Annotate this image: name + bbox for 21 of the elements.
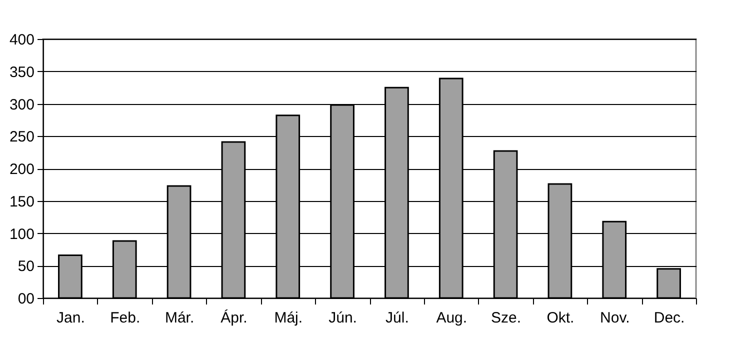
y-tick-label: 50 (18, 258, 34, 276)
y-tick-label: 200 (9, 161, 34, 178)
x-tick-label: Okt. (546, 310, 574, 326)
x-tick-label: Júl. (386, 310, 409, 326)
y-tick-label: 100 (9, 226, 34, 243)
x-tick-label: Dec. (654, 310, 685, 326)
x-tick-label: Jan. (56, 310, 85, 326)
x-tick-label: Feb. (110, 310, 140, 326)
y-tick-label: 400 (9, 32, 34, 48)
x-tick-label: Nov. (600, 310, 630, 326)
x-tick-label: Aug. (436, 310, 468, 326)
y-tick-label: 150 (9, 193, 34, 210)
x-tick-label: Máj. (274, 310, 303, 326)
x-tick-label: Sze. (491, 310, 522, 326)
x-tick-label: Jún. (328, 310, 357, 326)
y-tick-label: 350 (9, 64, 34, 81)
x-tick-label: Már. (164, 310, 194, 326)
x-tick-label: Ápr. (220, 308, 248, 326)
y-tick-label: 300 (9, 96, 34, 114)
y-tick-label: 00 (18, 290, 34, 308)
y-tick-label: 250 (9, 128, 34, 146)
